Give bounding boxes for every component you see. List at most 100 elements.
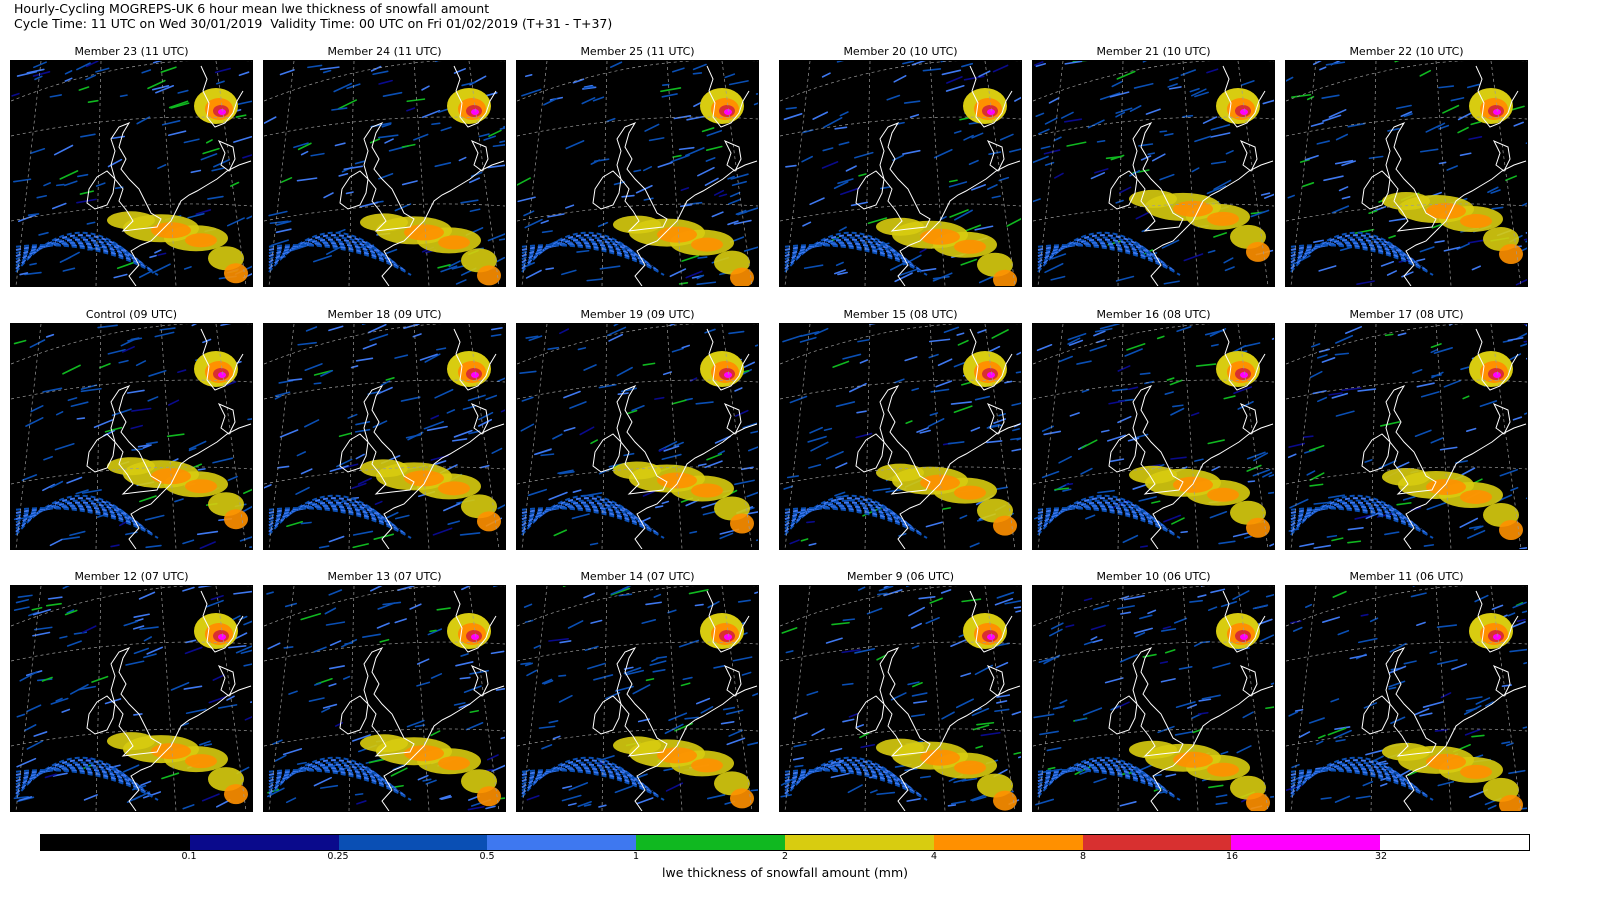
snowfall-map [263,585,506,812]
figure-header: Hourly-Cycling MOGREPS-UK 6 hour mean lw… [14,1,612,31]
coastlines [855,65,1021,286]
norway-snow-core [1469,88,1513,124]
coastlines [86,328,252,549]
snowfall-map [1285,323,1528,550]
lat-lon-gridlines [517,324,758,549]
colorbar-segment [1082,835,1232,850]
norway-snow-core [700,351,744,387]
lat-lon-gridlines [780,61,1021,286]
panel-title: Member 16 (08 UTC) [1096,308,1211,321]
precipitation-streaks [519,324,758,546]
heavy-snow-band [107,211,248,284]
map-canvas [11,61,252,286]
norway-snow-core [447,88,491,124]
precipitation-streaks [782,324,1021,548]
panel-title: Member 14 (07 UTC) [580,570,695,583]
precipitation-streaks [1033,61,1274,285]
lat-lon-gridlines [780,324,1021,549]
snowfall-map [1285,60,1528,287]
norway-snow-core [1216,88,1260,124]
snowfall-map [10,585,253,812]
map-canvas [1286,586,1527,811]
coastlines [1361,328,1527,549]
colorbar-segment [784,835,934,850]
precipitation-streaks [11,61,252,280]
lat-lon-gridlines [264,586,505,811]
heavy-snow-band [876,738,1017,811]
colorbar [40,834,1530,851]
figure-title: Hourly-Cycling MOGREPS-UK 6 hour mean lw… [14,1,490,16]
colorbar-tick-label: 0.5 [479,851,495,862]
norway-snow-core [700,613,744,649]
coastlines [339,590,505,811]
coastlines [855,328,1021,549]
snowfall-map [516,60,759,287]
map-canvas [264,324,505,549]
heavy-snow-band [1129,740,1270,811]
colorbar-segment [487,835,637,850]
precipitation-streaks [1034,324,1274,548]
lat-lon-gridlines [1286,324,1527,549]
lat-lon-gridlines [1286,586,1527,811]
panel-title: Control (09 UTC) [85,308,178,321]
heavy-snow-band [360,459,501,532]
snowfall-map [10,60,253,287]
coastlines [1108,65,1274,286]
heavy-snow-band [1382,192,1523,265]
panel-title: Member 10 (06 UTC) [1096,570,1211,583]
norway-snow-core [194,613,238,649]
heavy-snow-band [1382,742,1523,811]
colorbar-tick-label: 32 [1374,851,1388,862]
colorbar-tick-label: 0.25 [327,851,349,862]
panel-title: Member 20 (10 UTC) [843,45,958,58]
heavy-snow-band [876,217,1017,286]
snowfall-map [779,585,1022,812]
panel-title: Member 25 (11 UTC) [580,45,695,58]
snowfall-map [516,585,759,812]
colorbar-segment [338,835,488,850]
map-canvas [264,61,505,286]
lat-lon-gridlines [11,61,252,286]
norway-snow-core [194,88,238,124]
norway-snow-core [1469,351,1513,387]
map-canvas [517,324,758,549]
colorbar-segment [1231,835,1381,850]
snowfall-map [263,60,506,287]
heavy-snow-band [360,213,501,286]
heavy-snow-band [613,736,754,809]
map-canvas [264,586,505,811]
snowfall-map [1285,585,1528,812]
lat-lon-gridlines [11,586,252,811]
norway-snow-core [1216,351,1260,387]
panel-title: Member 21 (10 UTC) [1096,45,1211,58]
panel-title: Member 9 (06 UTC) [846,570,955,583]
map-canvas [11,324,252,549]
coastlines [1108,328,1274,549]
norway-snow-core [963,351,1007,387]
coastlines [855,590,1021,811]
precipitation-streaks [783,61,1021,284]
norway-snow-core [447,613,491,649]
snowfall-map [1032,323,1275,550]
snowfall-map [779,323,1022,550]
colorbar-tick-label: 4 [930,851,938,862]
lat-lon-gridlines [1033,586,1274,811]
coastlines [592,328,758,549]
precipitation-streaks [13,586,252,810]
colorbar-tick-label: 1 [632,851,640,862]
lat-lon-gridlines [780,586,1021,811]
norway-snow-core [963,613,1007,649]
snowfall-map [1032,585,1275,812]
panel-title: Member 24 (11 UTC) [327,45,442,58]
panel-title: Member 11 (06 UTC) [1349,570,1464,583]
coastlines [86,590,252,811]
lat-lon-gridlines [11,324,252,549]
coastlines [339,65,505,286]
precipitation-streaks [266,586,505,811]
colorbar-segment [933,835,1083,850]
map-canvas [1033,586,1274,811]
coastlines [339,328,505,549]
lat-lon-gridlines [1033,61,1274,286]
snowfall-map [779,60,1022,287]
norway-snow-core [1216,613,1260,649]
